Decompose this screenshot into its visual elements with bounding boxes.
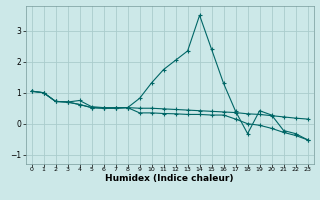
X-axis label: Humidex (Indice chaleur): Humidex (Indice chaleur) — [105, 174, 234, 183]
